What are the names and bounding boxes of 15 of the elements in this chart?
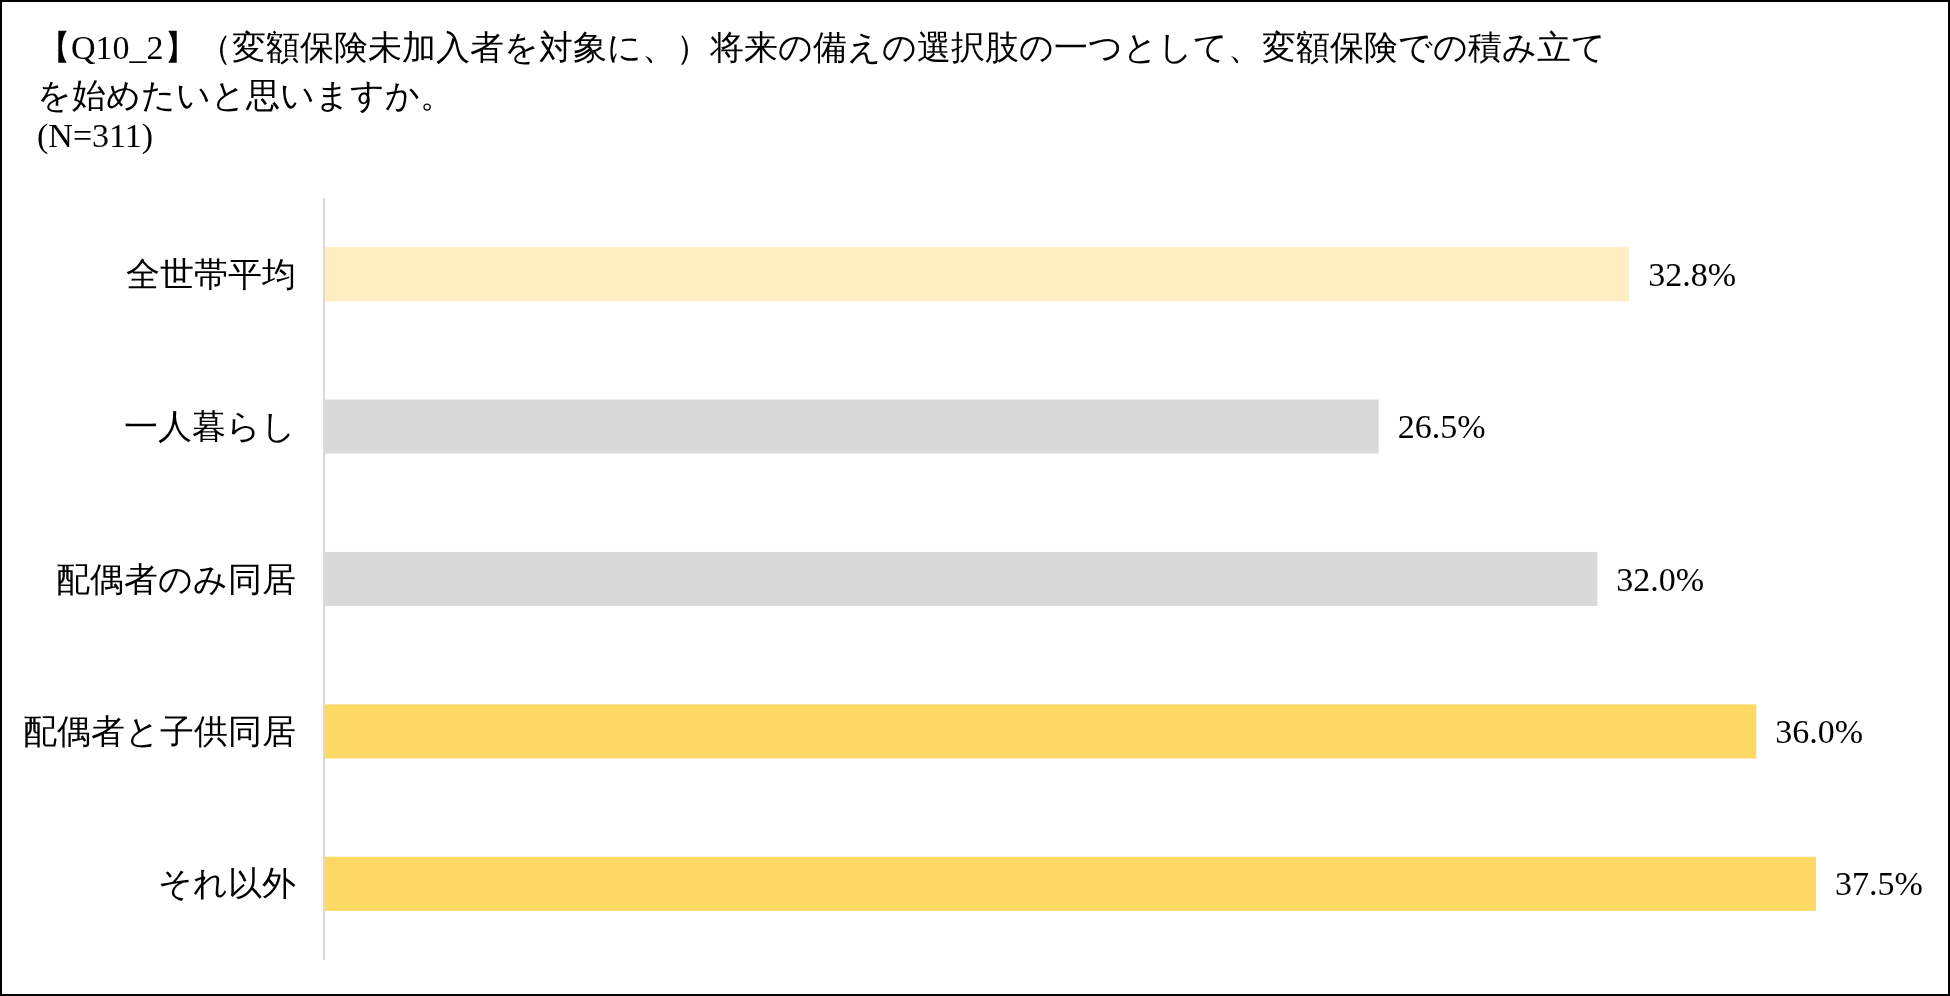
y-tick-label: 一人暮らし bbox=[124, 408, 296, 446]
chart-title: 【Q10_2】（変額保険未加入者を対象に、）将来の備えの選択肢の一つとして、変額保険での積み立てを始めたいと思いますか。 bbox=[37, 29, 1606, 114]
bar bbox=[325, 704, 1757, 759]
data-label: 36.0% bbox=[1775, 712, 1864, 750]
y-tick-label: 配偶者と子供同居 bbox=[23, 712, 296, 750]
bar bbox=[325, 247, 1630, 302]
data-label: 26.5% bbox=[1397, 408, 1486, 446]
y-tick-label: 全世帯平均 bbox=[126, 255, 296, 293]
y-tick-label: 配偶者のみ同居 bbox=[56, 560, 296, 598]
bar bbox=[325, 856, 1816, 911]
data-label: 37.5% bbox=[1835, 865, 1923, 903]
data-label: 32.8% bbox=[1648, 255, 1736, 293]
chart-subtitle: (N=311) bbox=[37, 116, 154, 156]
data-label: 32.0% bbox=[1616, 560, 1705, 598]
y-tick-label: それ以外 bbox=[158, 865, 296, 903]
